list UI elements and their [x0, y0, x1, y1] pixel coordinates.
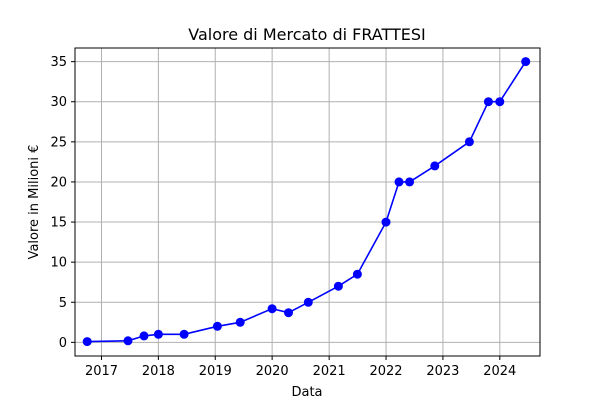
data-point [381, 217, 391, 227]
plot-frame [74, 47, 541, 357]
data-point [333, 281, 343, 291]
x-tick-label: 2021 [313, 364, 346, 379]
y-tick-label: 15 [50, 216, 67, 231]
data-point [212, 321, 222, 331]
x-tick-label: 2024 [483, 364, 516, 379]
data-point [235, 317, 245, 327]
data-point [179, 329, 189, 339]
y-tick-label: 30 [50, 95, 67, 110]
data-point [394, 177, 404, 187]
y-tick-label: 20 [50, 175, 67, 190]
y-tick-label: 35 [50, 55, 67, 70]
data-point [153, 329, 163, 339]
x-tick-label: 2017 [85, 364, 118, 379]
data-point [139, 331, 149, 341]
chart-title: Valore di Mercato di FRATTESI [188, 25, 426, 44]
y-axis-ticks: 0 5 10 15 20 25 30 35 [50, 55, 75, 351]
data-point [405, 177, 415, 187]
series-layer [82, 57, 531, 347]
data-point [464, 137, 474, 147]
data-point [430, 161, 440, 171]
y-tick-label: 25 [50, 135, 67, 150]
x-tick-label: 2019 [199, 364, 232, 379]
data-point [483, 97, 493, 107]
y-tick-label: 0 [59, 336, 67, 351]
data-point [123, 336, 133, 346]
x-tick-label: 2022 [369, 364, 402, 379]
x-axis-ticks: 2017 2018 2019 2020 2021 2022 2023 2024 [85, 356, 516, 379]
x-tick-label: 2020 [256, 364, 289, 379]
x-tick-label: 2018 [142, 364, 175, 379]
data-point [284, 308, 293, 318]
y-tick-label: 5 [59, 296, 67, 311]
x-tick-label: 2023 [426, 364, 459, 379]
x-axis-label: Data [291, 385, 322, 400]
data-point [352, 269, 362, 279]
data-point [267, 304, 277, 314]
y-axis-label: Valore in Milioni € [27, 145, 42, 260]
data-point [303, 297, 313, 307]
data-point [521, 57, 531, 67]
data-point [495, 97, 505, 107]
y-tick-label: 10 [50, 256, 67, 271]
data-point [82, 337, 92, 347]
